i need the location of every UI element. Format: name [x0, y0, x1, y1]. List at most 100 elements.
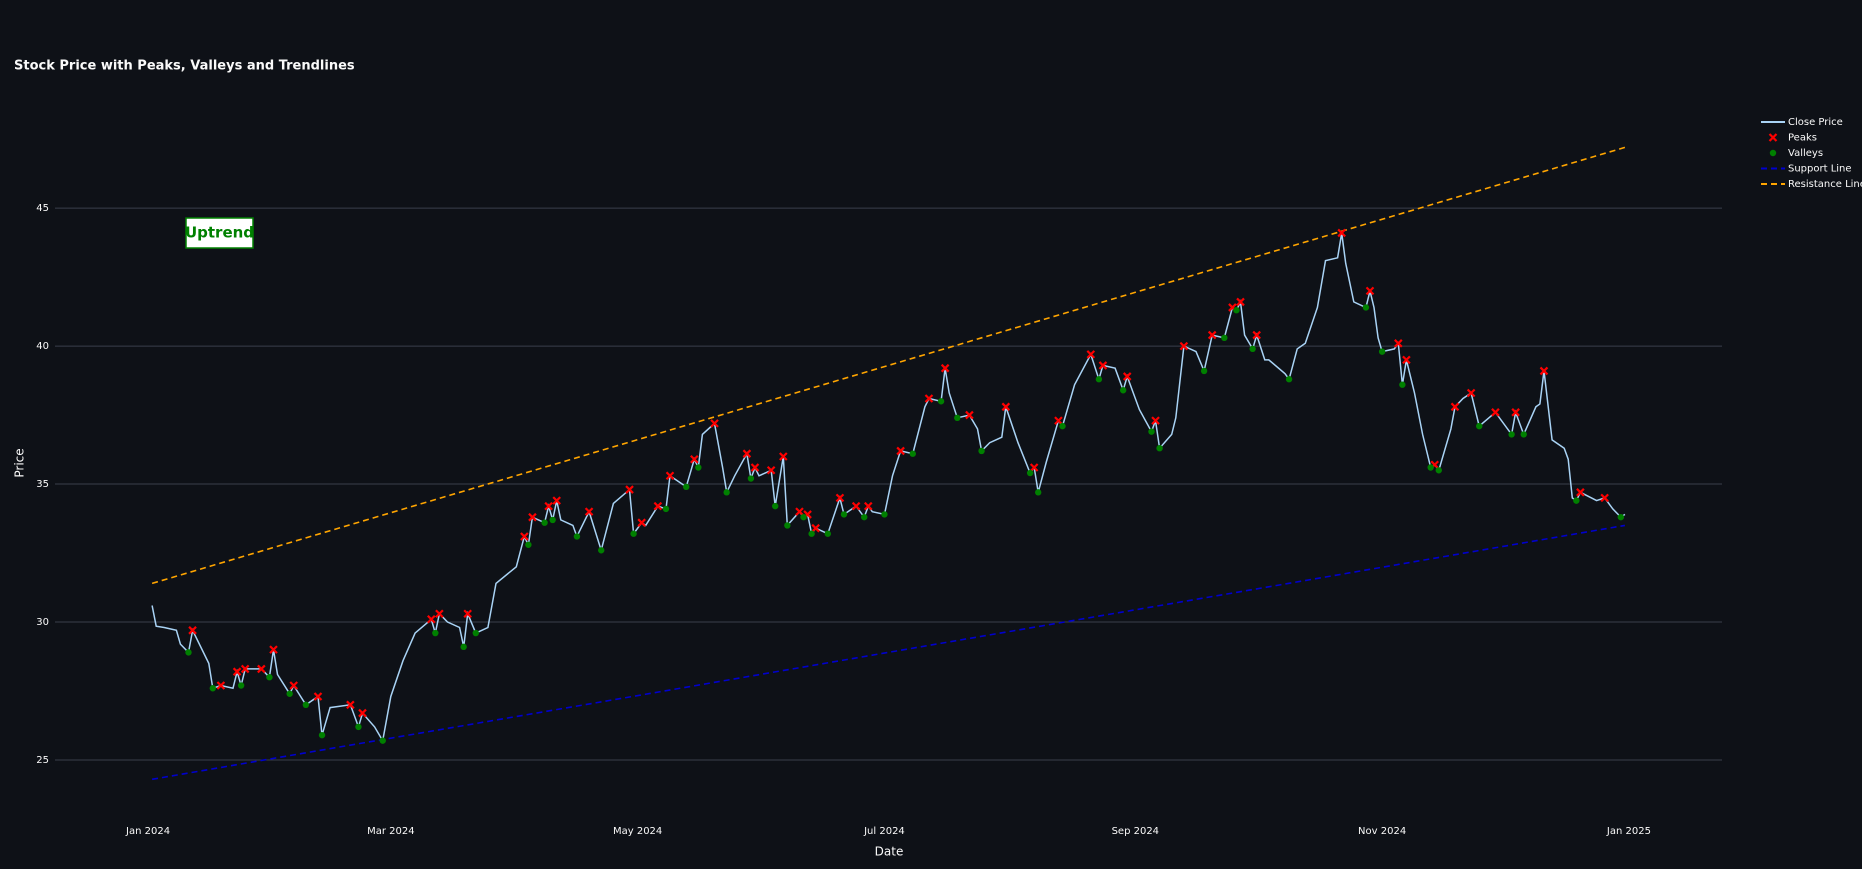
peak-marker	[552, 496, 561, 505]
valley-marker	[185, 649, 192, 656]
valley-marker	[1233, 307, 1240, 314]
valley-marker	[1148, 428, 1155, 435]
peak-marker	[520, 532, 529, 541]
valley-marker	[286, 690, 293, 697]
valley-marker	[237, 682, 245, 689]
peak-marker	[653, 501, 663, 511]
peak-marker	[427, 614, 436, 624]
peak-marker	[1365, 286, 1375, 296]
valley-marker	[1617, 513, 1625, 521]
legend-label: Support Line	[1788, 164, 1852, 175]
valley-marker	[1119, 387, 1127, 394]
valley-marker	[318, 731, 326, 739]
y-axis-title: Price	[13, 448, 27, 477]
peak-marker	[346, 700, 355, 710]
peak-marker	[1394, 339, 1403, 348]
valley-marker	[1573, 497, 1580, 504]
peak-marker	[544, 501, 553, 511]
annotation: Uptrend	[185, 224, 254, 242]
y-tick-label: 45	[36, 203, 49, 214]
valley-marker	[1427, 464, 1434, 471]
valley-marker	[772, 502, 779, 510]
peak-marker	[1576, 488, 1585, 497]
peak-marker	[1179, 341, 1189, 351]
peak-marker	[851, 501, 861, 511]
peak-marker	[1600, 493, 1609, 503]
valley-marker	[682, 483, 690, 491]
peak-marker	[257, 664, 266, 674]
valley-marker	[937, 398, 945, 405]
valley-marker	[1249, 345, 1256, 353]
valley-marker	[808, 530, 815, 537]
valley-marker	[1221, 334, 1228, 342]
valley-marker	[747, 475, 755, 482]
peak-marker	[766, 465, 776, 475]
x-tick-label: Sep 2024	[1112, 826, 1159, 837]
peak-marker	[358, 708, 367, 718]
valley-marker	[978, 447, 985, 455]
valley-marker	[598, 547, 605, 554]
valley-marker	[1095, 376, 1103, 383]
peak-marker	[965, 410, 974, 420]
peak-marker	[1491, 408, 1500, 417]
legend-label: Resistance Line	[1788, 179, 1862, 190]
valley-marker	[662, 505, 670, 513]
valley-marker	[1035, 489, 1042, 496]
legend-label: Peaks	[1788, 133, 1817, 144]
peak-marker	[637, 518, 646, 527]
peak-marker	[795, 507, 804, 516]
x-tick-label: Mar 2024	[367, 826, 415, 837]
peak-marker	[1122, 372, 1132, 381]
peak-marker	[435, 609, 444, 619]
valley-marker	[824, 530, 832, 537]
valley-marker	[800, 513, 807, 521]
peak-marker	[216, 681, 226, 690]
y-tick-label: 35	[36, 479, 49, 490]
valley-marker	[1476, 422, 1483, 430]
peak-marker	[924, 394, 934, 403]
y-tick-label: 25	[36, 755, 49, 766]
plot: 25 30 35 40 45 Jan 2024 Mar 2024 May 2024 Jul 20…	[36, 146, 1722, 837]
y-tick-label: 40	[36, 341, 49, 352]
legend: Close Price Peaks Valleys Support Line Resis…	[1761, 117, 1862, 190]
peak-marker	[1001, 402, 1011, 412]
valley-marker	[1508, 431, 1515, 438]
peak-marker	[1511, 408, 1520, 417]
valley-marker	[1362, 304, 1370, 311]
peak-marker	[690, 454, 699, 464]
peak-marker	[463, 609, 472, 619]
peak-marker	[1337, 228, 1346, 238]
x-tick-label: Jul 2024	[863, 826, 905, 837]
valley-marker	[302, 701, 310, 709]
x-axis-title: Date	[875, 845, 904, 859]
peak-marker	[863, 501, 873, 511]
peak-marker	[1466, 388, 1476, 398]
valley-marker	[1200, 367, 1208, 375]
valley-marker	[432, 629, 439, 637]
peak-marker	[896, 446, 905, 456]
valley-marker	[954, 414, 961, 422]
peak-marker	[313, 692, 323, 701]
peak-marker	[584, 507, 594, 516]
annotation-box	[185, 217, 254, 249]
legend-swatch	[1769, 149, 1777, 157]
peak-marker	[1029, 463, 1039, 472]
valley-marker	[1059, 422, 1066, 430]
peak-marker	[665, 471, 675, 481]
valley-marker	[1026, 469, 1034, 477]
peak-marker	[232, 667, 242, 676]
valley-marker	[1520, 431, 1527, 438]
valley-marker	[1285, 376, 1293, 383]
legend-swatch	[1768, 133, 1778, 142]
peak-marker	[1236, 297, 1245, 307]
peak-marker	[710, 419, 719, 428]
valley-marker	[209, 685, 216, 692]
legend-label: Valleys	[1788, 148, 1823, 159]
peak-marker	[1539, 366, 1549, 376]
peak-marker	[779, 452, 788, 461]
legend-label: Close Price	[1788, 117, 1843, 128]
valley-marker	[1399, 381, 1406, 388]
x-tick-label: May 2024	[613, 826, 662, 837]
